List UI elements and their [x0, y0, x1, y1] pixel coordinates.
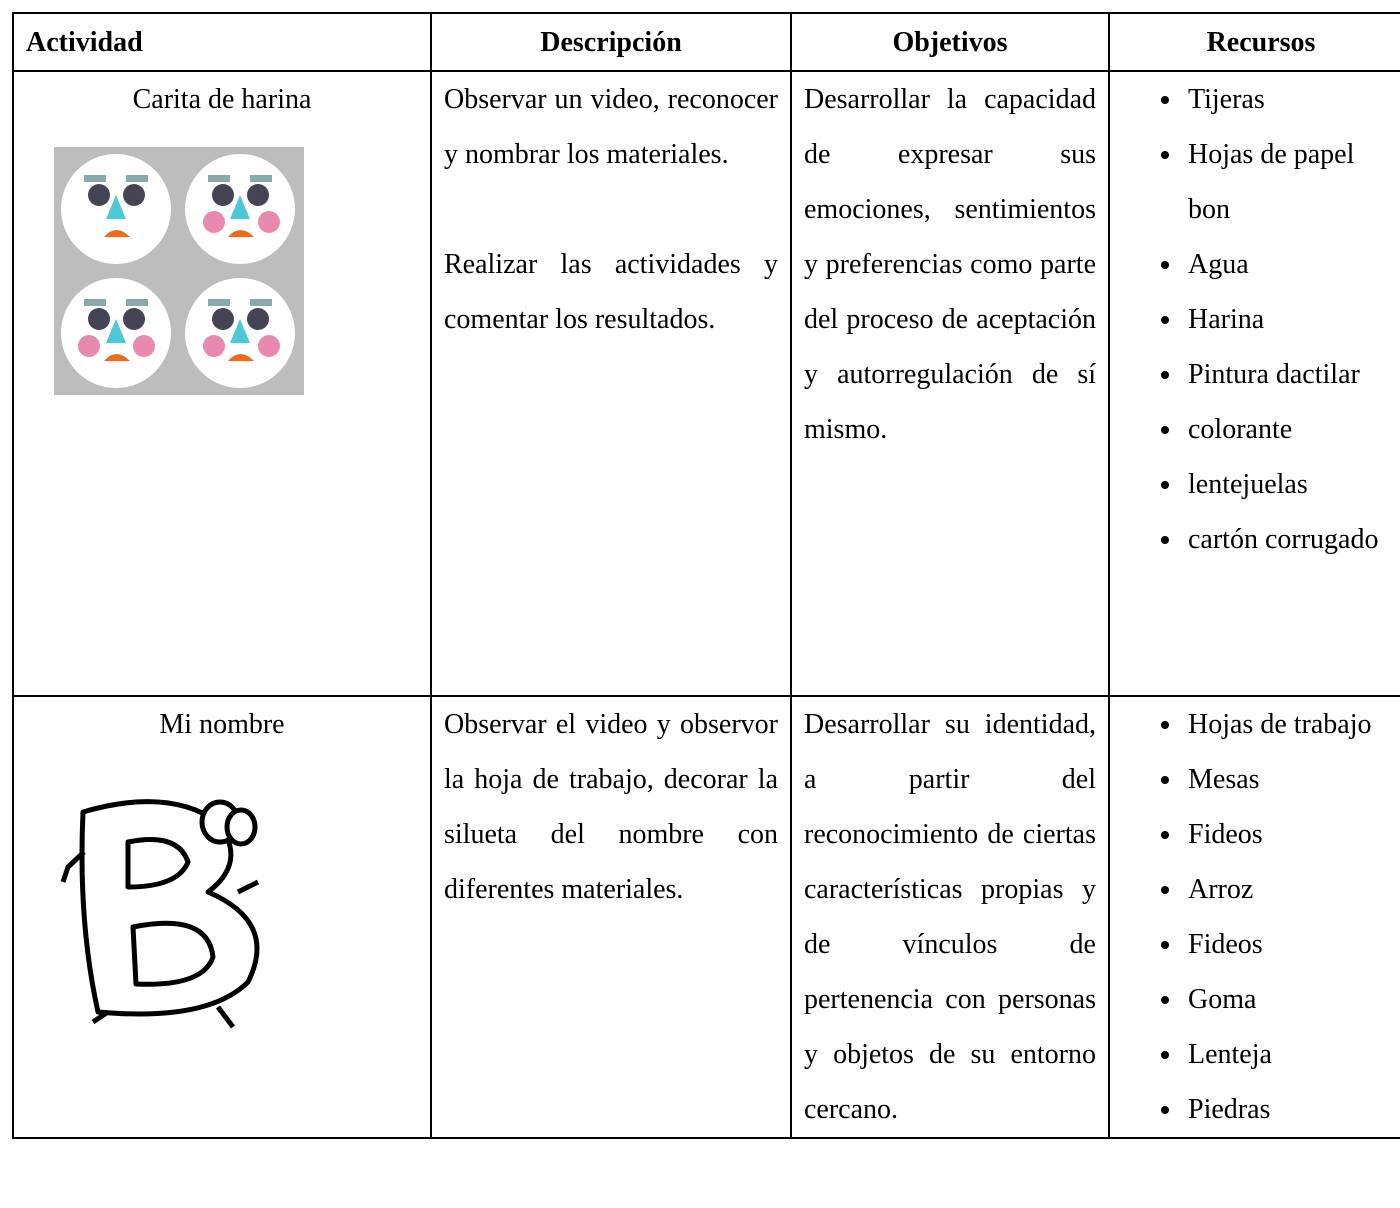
header-row: Actividad Descripción Objetivos Recursos [12, 12, 1400, 72]
resource-item: colorante [1184, 402, 1400, 457]
resource-item: Hojas de papel bon [1184, 127, 1400, 237]
activity-table: Actividad Descripción Objetivos Recursos Ca… [12, 12, 1400, 1139]
column-header: Objetivos [790, 12, 1110, 72]
objective-text: Desarrollar la capacidad de expresar sus… [804, 84, 1096, 445]
activity-name: Carita de harina [132, 84, 312, 115]
resource-item: Pintura dactilar [1184, 347, 1400, 402]
description-cell: Observar el video y observor la hoja de … [430, 695, 792, 1139]
column-header: Descripción [430, 12, 792, 72]
resource-item: Hojas de trabajo [1184, 697, 1400, 752]
resources-list: TijerasHojas de papel bonAguaHarinaPintu… [1122, 72, 1400, 567]
objective-cell: Desarrollar la capacidad de expresar sus… [790, 70, 1110, 697]
activity-cell: Carita de harina [12, 70, 432, 697]
description-cell: Observar un video, reconocer y nombrar l… [430, 70, 792, 697]
objective-text: Desarrollar su identidad, a partir del r… [804, 709, 1096, 1125]
resource-item: cartón corrugado [1184, 512, 1400, 567]
letter-b-image [60, 799, 260, 1029]
activity-cell: Mi nombre [12, 695, 432, 1139]
resource-item: Arroz [1184, 862, 1400, 917]
objective-cell: Desarrollar su identidad, a partir del r… [790, 695, 1110, 1139]
faces-image [54, 147, 304, 395]
resources-cell: Hojas de trabajoMesasFideosArrozFideosGo… [1108, 695, 1400, 1139]
resource-item: Piedras [1184, 1082, 1400, 1137]
description-text: Observar el video y observor la hoja de … [444, 709, 778, 905]
resources-list: Hojas de trabajoMesasFideosArrozFideosGo… [1122, 697, 1400, 1137]
resource-item: Lenteja [1184, 1027, 1400, 1082]
column-header: Actividad [12, 12, 432, 72]
column-header: Recursos [1108, 12, 1400, 72]
table-row: Mi nombre Observar el video y observor l… [12, 695, 1400, 1139]
description-text: Observar un video, reconocer y nombrar l… [444, 84, 778, 170]
resource-item: Harina [1184, 292, 1400, 347]
resource-item: Agua [1184, 237, 1400, 292]
resource-item: Fideos [1184, 917, 1400, 972]
resource-item: Goma [1184, 972, 1400, 1027]
activity-name: Mi nombre [159, 709, 285, 740]
resource-item: Tijeras [1184, 72, 1400, 127]
description-text: Realizar las actividades y comentar los … [444, 249, 778, 335]
resource-item: Fideos [1184, 807, 1400, 862]
resource-item: Mesas [1184, 752, 1400, 807]
resources-cell: TijerasHojas de papel bonAguaHarinaPintu… [1108, 70, 1400, 697]
table-row: Carita de harina Observar un video, reco… [12, 70, 1400, 697]
resource-item: lentejuelas [1184, 457, 1400, 512]
